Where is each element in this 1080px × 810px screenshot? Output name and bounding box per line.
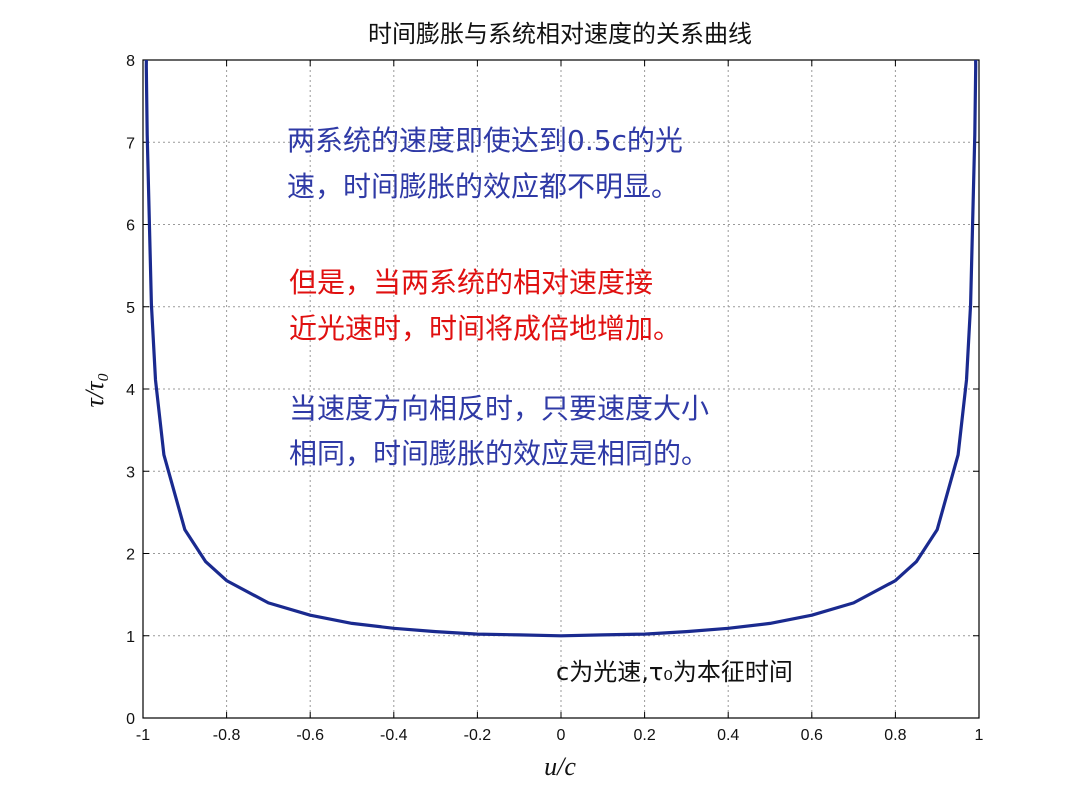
y-axis-ticks: 0 1 2 3 4 5 6 7 8 <box>126 53 979 728</box>
y-tick-label: 5 <box>126 300 135 317</box>
y-tick-label: 2 <box>126 547 135 564</box>
x-tick-label: 1 <box>975 727 984 744</box>
annotation-red-line-2: 近光速时，时间将成倍地增加。 <box>289 312 681 345</box>
footnote: c为光速,τ₀为本征时间 <box>556 658 793 686</box>
x-tick-label: 0.2 <box>633 727 655 744</box>
y-tick-label: 8 <box>126 53 135 70</box>
x-axis-ticks: -1 -0.8 -0.6 -0.4 -0.2 0 0.2 0.4 0.6 0.8 1 <box>136 60 984 744</box>
x-tick-label: -1 <box>136 727 150 744</box>
y-tick-label: 3 <box>126 464 135 481</box>
y-axis-label: τ/τ₀ <box>80 373 109 408</box>
annotation-blue-2-line-2: 相同，时间膨胀的效应是相同的。 <box>289 437 709 470</box>
annotation-red-line-1: 但是，当两系统的相对速度接 <box>289 266 653 299</box>
x-tick-label: 0 <box>557 727 566 744</box>
x-tick-label: -0.8 <box>213 727 241 744</box>
y-tick-label: 0 <box>126 711 135 728</box>
x-tick-label: -0.2 <box>464 727 492 744</box>
x-tick-label: 0.6 <box>801 727 823 744</box>
dilation-curve <box>144 59 978 638</box>
y-tick-label: 4 <box>126 382 135 399</box>
y-tick-label: 1 <box>126 629 135 646</box>
x-tick-label: -0.4 <box>380 727 408 744</box>
y-tick-label: 7 <box>126 135 135 152</box>
x-tick-label: -0.6 <box>296 727 324 744</box>
y-tick-label: 6 <box>126 218 135 235</box>
x-tick-label: 0.4 <box>717 727 739 744</box>
grid-lines <box>143 60 979 718</box>
chart-title: 时间膨胀与系统相对速度的关系曲线 <box>368 20 752 48</box>
annotation-blue-1-line-1: 两系统的速度即使达到0.5c的光 <box>287 124 683 157</box>
x-axis-label: u/c <box>544 752 576 781</box>
x-tick-label: 0.8 <box>884 727 906 744</box>
annotation-blue-1-line-2: 速，时间膨胀的效应都不明显。 <box>287 170 679 203</box>
annotation-blue-2-line-1: 当速度方向相反时，只要速度大小 <box>289 392 709 425</box>
